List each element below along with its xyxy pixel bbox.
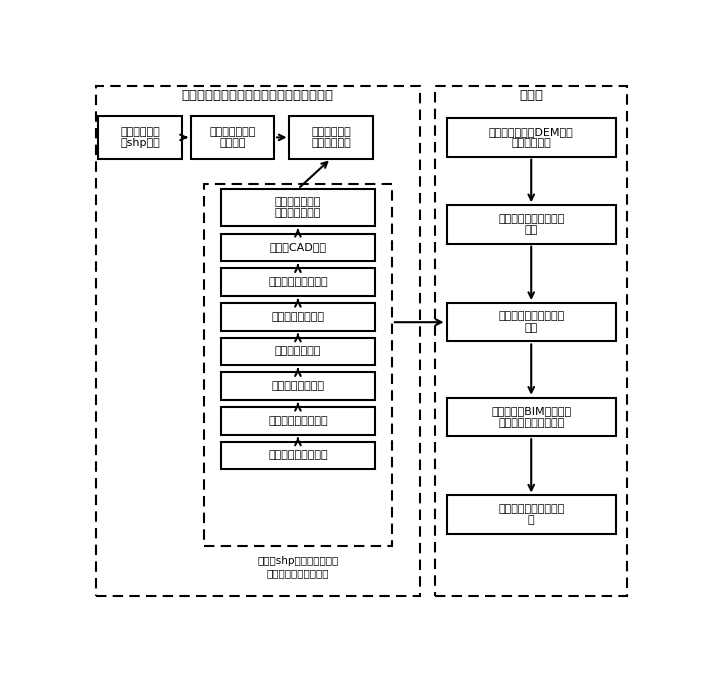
Text: 以水位等高线生
成三维网格模型: 以水位等高线生 成三维网格模型 [275, 197, 321, 219]
Text: 实景模型、BIM设计模型
与洪水计算结果的集成: 实景模型、BIM设计模型 与洪水计算结果的集成 [491, 406, 571, 428]
Text: 轻量化等值线控制点: 轻量化等值线控制点 [268, 277, 328, 287]
Text: 洪水结果的三维动态展
示: 洪水结果的三维动态展 示 [498, 504, 564, 525]
Text: 各时刻结果转
三维网格模型: 各时刻结果转 三维网格模型 [311, 126, 351, 148]
FancyBboxPatch shape [446, 205, 616, 244]
FancyBboxPatch shape [289, 116, 373, 158]
FancyBboxPatch shape [446, 398, 616, 436]
FancyBboxPatch shape [221, 372, 375, 400]
Text: 洪水计算结果的导出和
转换: 洪水计算结果的导出和 转换 [498, 311, 564, 333]
FancyBboxPatch shape [221, 268, 375, 296]
Text: 另存为CAD文件: 另存为CAD文件 [270, 242, 326, 253]
FancyBboxPatch shape [446, 495, 616, 534]
Text: 洪水分析模型的构建和
计算: 洪水分析模型的构建和 计算 [498, 214, 564, 235]
Text: 将结果shp图层转为三维网
格模型的数据处理流程: 将结果shp图层转为三维网 格模型的数据处理流程 [257, 556, 339, 578]
FancyBboxPatch shape [446, 303, 616, 342]
FancyBboxPatch shape [221, 407, 375, 434]
FancyBboxPatch shape [221, 189, 375, 226]
FancyBboxPatch shape [446, 118, 616, 156]
Text: 筛选有洪水的面要素: 筛选有洪水的面要素 [268, 450, 328, 460]
FancyBboxPatch shape [221, 303, 375, 331]
Text: 添加高程属性字段: 添加高程属性字段 [271, 312, 325, 322]
FancyBboxPatch shape [191, 116, 274, 158]
Text: 总流程: 总流程 [519, 89, 543, 102]
FancyBboxPatch shape [221, 337, 375, 365]
FancyBboxPatch shape [221, 234, 375, 262]
FancyBboxPatch shape [98, 116, 181, 158]
Text: 将面要素转为点要素: 将面要素转为点要素 [268, 416, 328, 426]
Text: 三维实景模型、DEM、正
射影像的生产: 三维实景模型、DEM、正 射影像的生产 [489, 126, 573, 148]
Text: 将各时刻洪水结果转换成三维网格模型方法: 将各时刻洪水结果转换成三维网格模型方法 [182, 89, 334, 102]
Text: 提取水位等值线: 提取水位等值线 [275, 346, 321, 357]
Text: 洪水计算结果
转shp图层: 洪水计算结果 转shp图层 [120, 126, 160, 148]
Text: 将点要素转为栅格: 将点要素转为栅格 [271, 381, 325, 391]
Text: 筛选结果时刻和
结果属性: 筛选结果时刻和 结果属性 [209, 126, 256, 148]
FancyBboxPatch shape [221, 441, 375, 469]
